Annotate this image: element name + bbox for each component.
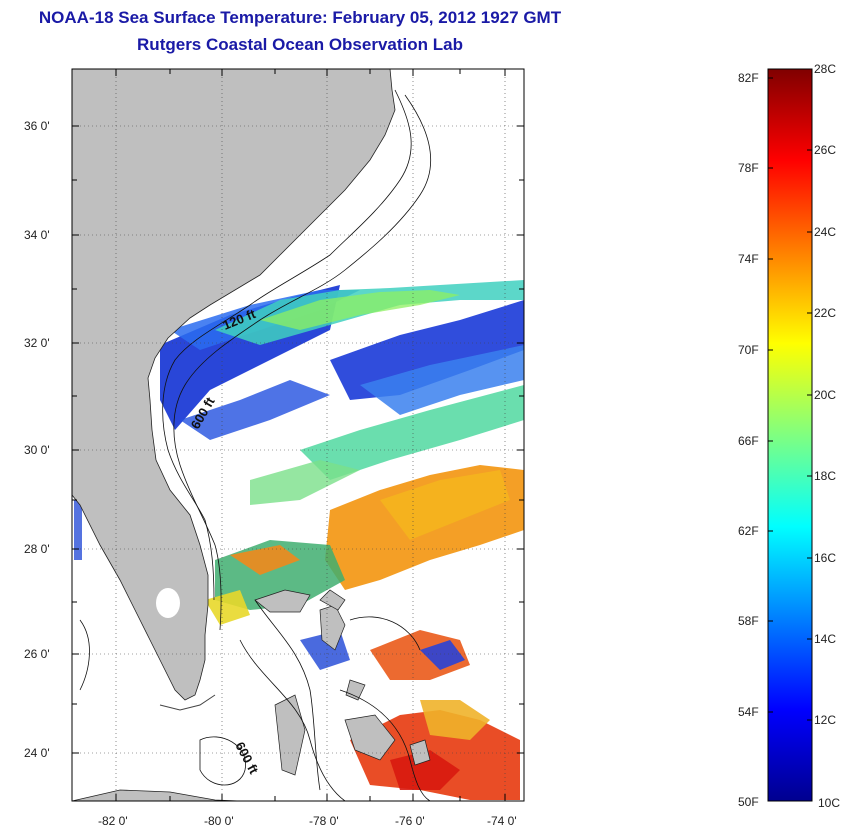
lon-label: -82 0': [98, 814, 128, 828]
colorbar-label-f: 78F: [738, 161, 759, 175]
colorbar-label-c: 24C: [814, 225, 837, 239]
colorbar-label-f: 54F: [738, 705, 759, 719]
bahamas-islands: [254, 589, 431, 776]
lat-label: 36 0': [24, 119, 50, 133]
colorbar-scale: [767, 68, 813, 802]
colorbar-label-c: 20C: [814, 388, 837, 402]
colorbar-label-c: 16C: [814, 551, 837, 565]
lon-ticks: [115, 69, 506, 801]
colorbar-label-c: 18C: [814, 469, 837, 483]
colorbar-label-c: 12C: [814, 713, 837, 727]
lat-label: 24 0': [24, 746, 50, 760]
colorbar-label-c: 26C: [814, 143, 837, 157]
colorbar-label-c: 10C: [818, 796, 841, 810]
colorbar-label-f: 62F: [738, 524, 759, 538]
colorbar-label-c: 14C: [814, 632, 837, 646]
colorbar-label-f: 70F: [738, 343, 759, 357]
isobath-contours: [79, 89, 432, 801]
lon-label: -74 0': [487, 814, 517, 828]
lat-label: 30 0': [24, 443, 50, 457]
colorbar-label-f: 82F: [738, 71, 759, 85]
colorbar-label-f: 58F: [738, 614, 759, 628]
colorbar-label-c: 22C: [814, 306, 837, 320]
cuba-landmass: [72, 789, 241, 801]
lat-label: 28 0': [24, 542, 50, 556]
map-subtitle: Rutgers Coastal Ocean Observation Lab: [137, 35, 463, 54]
lake-okeechobee: [156, 588, 180, 618]
sst-swaths: [74, 280, 524, 800]
lat-label: 26 0': [24, 647, 50, 661]
lat-label: 32 0': [24, 336, 50, 350]
lat-ticks: [72, 125, 524, 754]
colorbar-label-c: 28C: [814, 62, 837, 76]
us-landmass: [72, 69, 396, 701]
lon-label: -78 0': [309, 814, 339, 828]
lon-label: -80 0': [204, 814, 234, 828]
lon-label: -76 0': [395, 814, 425, 828]
graticule: [72, 69, 524, 801]
colorbar-ticks: [768, 68, 812, 721]
map-frame: [71, 68, 525, 802]
map-title: NOAA-18 Sea Surface Temperature: Februar…: [38, 8, 562, 27]
colorbar-label-f: 74F: [738, 252, 759, 266]
colorbar-label-f: 66F: [738, 434, 759, 448]
lat-label: 34 0': [24, 228, 50, 242]
colorbar-label-f: 50F: [738, 795, 759, 809]
